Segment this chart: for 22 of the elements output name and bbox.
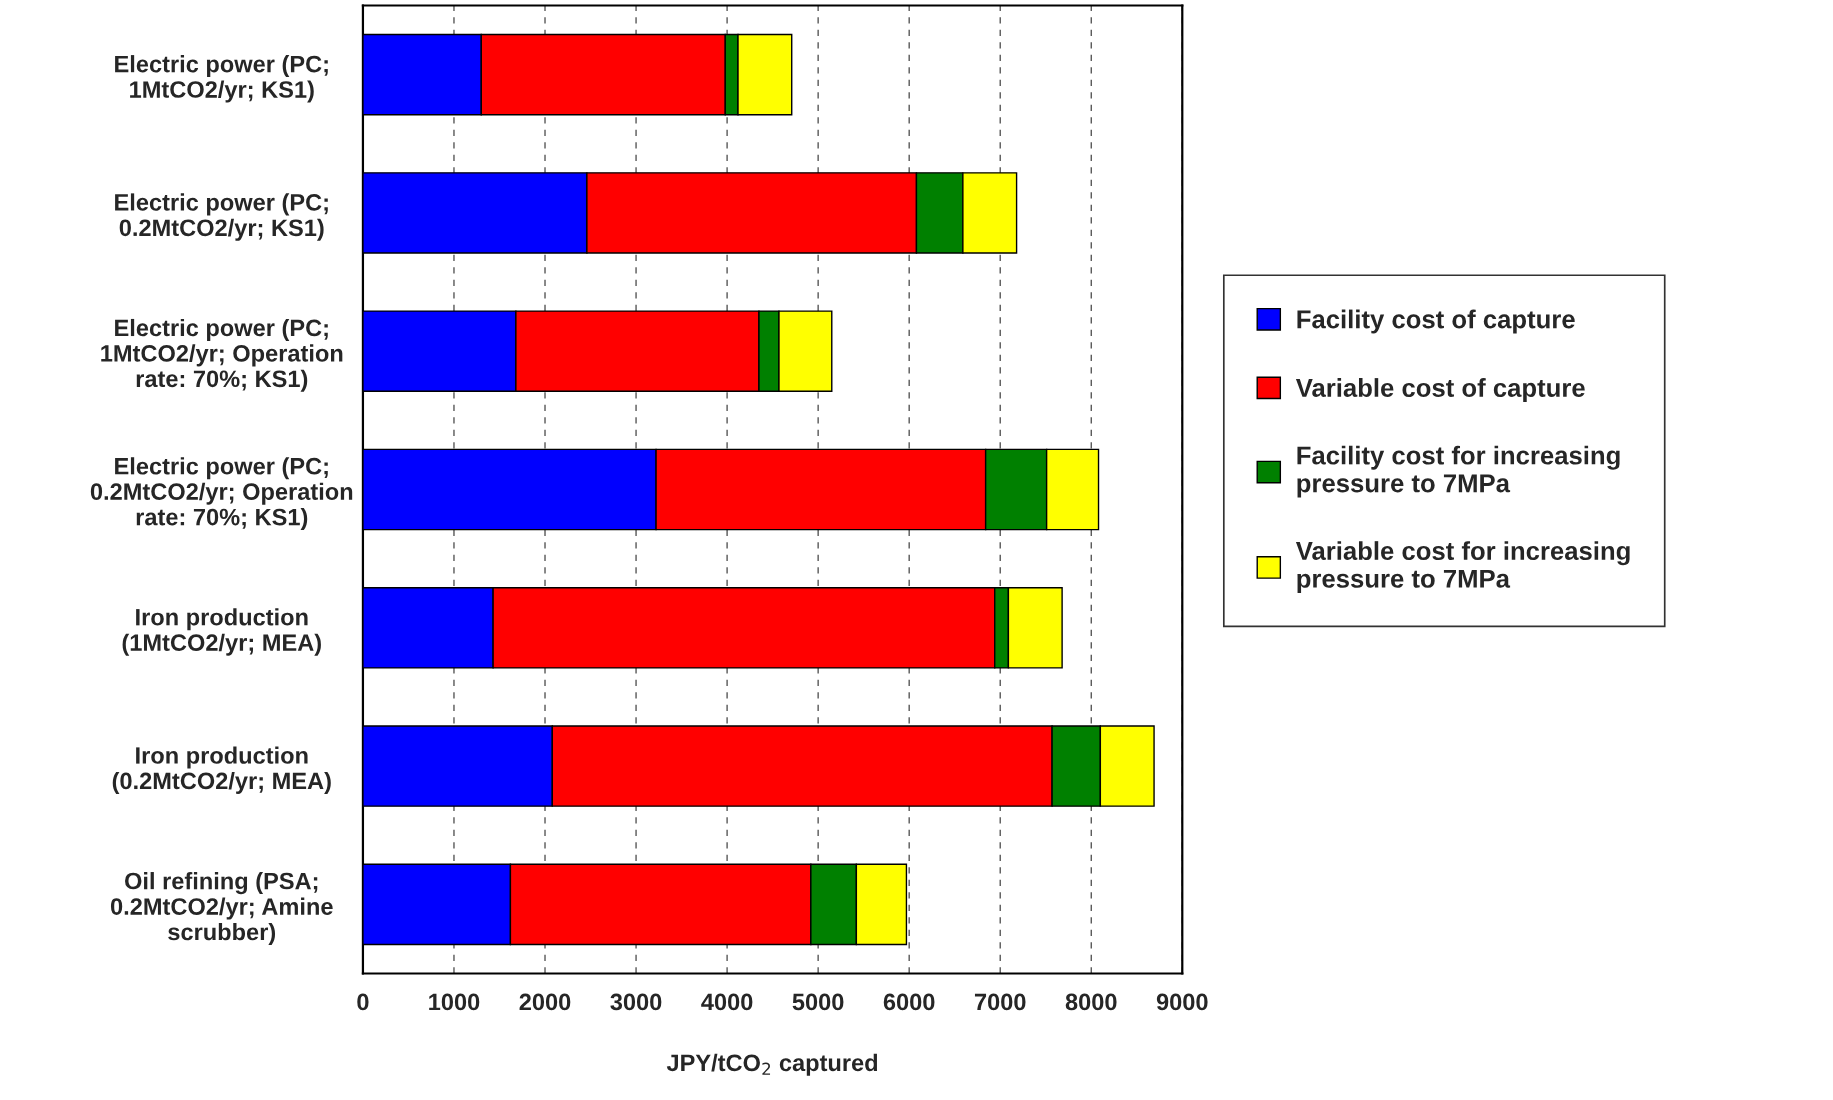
x-tick-label: 5000	[792, 993, 844, 1011]
x-axis-title: JPY/tCO$_{2}$ captured	[666, 1053, 878, 1076]
y-tick-label: Electric power (PC; 0.2MtCO2/yr; Operation rate: 70%; KS1)	[90, 457, 353, 531]
x-tick-label: 0	[357, 993, 369, 1011]
x-tick-label: 9000	[1156, 993, 1208, 1011]
x-tick-label: 1000	[429, 993, 480, 1011]
x-tick-label: 8000	[1065, 993, 1117, 1011]
y-tick-label: Electric power (PC; 1MtCO2/yr; KS1)	[115, 55, 328, 103]
x-tick-label: 7000	[974, 993, 1026, 1011]
y-tick-label: Oil refining (PSA; 0.2MtCO2/yr; Amine scrubber)	[110, 872, 333, 946]
x-tick-label: 3000	[610, 993, 662, 1011]
legend-label: Variable cost of capture	[1295, 378, 1585, 403]
y-tick-label: Electric power (PC; 0.2MtCO2/yr; KS1)	[115, 193, 328, 241]
legend-label: Variable cost for increasing pressure to 7MPa	[1295, 541, 1630, 593]
legend-label: Facility cost for increasing pressure to 7MPa	[1297, 445, 1620, 498]
x-tick-label: 6000	[883, 993, 935, 1011]
x-tick-label: 2000	[519, 993, 571, 1011]
legend-label: Facility cost of capture	[1297, 309, 1575, 334]
y-tick-label: Electric power (PC; 1MtCO2/yr; Operation rate: 70%; KS1)	[101, 318, 343, 392]
y-tick-label: Iron production (0.2MtCO2/yr; MEA)	[112, 746, 331, 794]
y-tick-label: Iron production (1MtCO2/yr; MEA)	[122, 608, 321, 656]
x-tick-label: 4000	[701, 993, 753, 1011]
